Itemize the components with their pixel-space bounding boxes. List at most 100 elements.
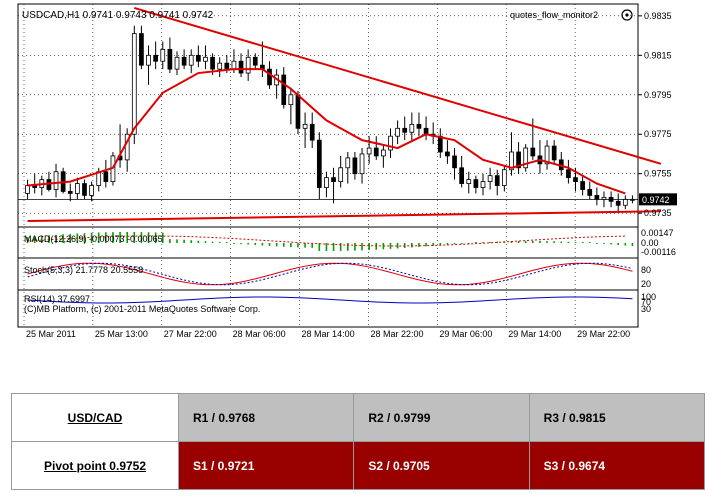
macd-bar	[482, 242, 484, 243]
macd-bar	[339, 243, 342, 251]
macd-bar	[389, 243, 392, 249]
candle-body	[373, 147, 379, 157]
indicator-tick-label: 0.00	[641, 238, 659, 248]
candle-body	[487, 175, 493, 182]
candle-body	[615, 200, 621, 206]
candle-body	[267, 68, 272, 86]
candle-body	[203, 56, 208, 62]
rsi-label: RSI(14) 37.6997	[24, 294, 90, 304]
candle-body	[402, 127, 408, 133]
candle-body	[459, 167, 465, 184]
pivot-cell: Pivot point 0.9752	[11, 441, 179, 490]
macd-bar	[411, 243, 413, 248]
macd-bar	[318, 243, 321, 251]
candle-body	[25, 185, 30, 194]
macd-bar	[268, 243, 271, 246]
candle-body	[195, 54, 201, 62]
support-row: Pivot point 0.9752 S1 / 0.9721 S2 / 0.97…	[11, 441, 706, 490]
macd-bar	[290, 243, 292, 248]
macd-bar	[588, 242, 591, 243]
candle-body	[153, 54, 159, 62]
candle-body	[523, 147, 529, 169]
macd-bar	[33, 236, 36, 243]
candle-body	[594, 195, 600, 200]
resistance-row: USD/CAD R1 / 0.9768 R2 / 0.9799 R3 / 0.9…	[11, 393, 706, 442]
macd-bar	[97, 232, 100, 243]
macd-bar	[631, 243, 634, 247]
candle-body	[245, 56, 251, 74]
price-chart: 0.9742 0.9835 0.9815 0.9795 0.9775 0.9755 0.9…	[17, 3, 677, 339]
macd-bar	[510, 241, 513, 243]
candle-body	[544, 145, 550, 165]
chart-header: USDCAD,H1 0.9741 0.9743 0.9741 0.9742	[22, 10, 214, 21]
macd-bar	[62, 234, 64, 243]
indicator-panels	[26, 232, 634, 304]
macd-bar	[304, 243, 306, 248]
s3-cell: S3 / 0.9674	[528, 441, 706, 490]
candle-body	[188, 54, 194, 66]
macd-bar	[603, 243, 605, 244]
macd-bar	[524, 241, 527, 243]
indicator-tick-label: 80	[641, 265, 651, 275]
macd-bar	[624, 243, 627, 246]
macd-bar	[532, 241, 534, 243]
macd-bar	[69, 233, 72, 243]
candle-body	[139, 33, 144, 66]
candle-body	[295, 94, 301, 129]
macd-bar	[610, 243, 612, 245]
time-tick-label: 29 Mar 14:00	[508, 329, 561, 339]
macd-bar	[275, 243, 278, 247]
macd-bar	[226, 242, 228, 243]
macd-bar	[190, 240, 193, 243]
macd-bar	[432, 243, 434, 246]
candle-body	[67, 191, 73, 194]
candle-body	[252, 56, 258, 66]
candle-body	[566, 169, 571, 179]
macd-bar	[133, 232, 136, 243]
macd-bar	[418, 243, 420, 247]
candle-body	[288, 94, 294, 106]
macd-bar	[105, 232, 107, 243]
candle-body	[352, 157, 358, 175]
candle-body	[224, 62, 230, 70]
candle-body	[281, 74, 287, 106]
macd-bar	[112, 232, 114, 243]
r2-cell: R2 / 0.9799	[353, 393, 530, 442]
macd-bar	[161, 232, 164, 243]
macd-bar	[361, 243, 363, 251]
macd-bar	[126, 232, 128, 243]
candle-body	[501, 169, 507, 186]
candle-body	[345, 157, 351, 169]
macd-bar	[425, 243, 427, 247]
time-tick-label: 28 Mar 22:00	[370, 329, 423, 339]
macd-bar	[90, 232, 93, 243]
macd-bar	[261, 243, 264, 246]
stoch-label: Stoch(5,3,3) 21.7778 20.5558	[24, 265, 143, 275]
candle-body	[416, 123, 422, 129]
candle-body	[309, 123, 315, 141]
macd-bar	[240, 243, 242, 244]
macd-bar	[346, 243, 349, 251]
candle-body	[174, 56, 180, 70]
macd-bar	[396, 243, 399, 249]
macd-bar	[40, 235, 43, 243]
macd-bar	[169, 239, 171, 243]
macd-bar	[233, 243, 235, 244]
stoch-main-line	[27, 262, 633, 286]
macd-bar	[375, 243, 378, 250]
candle-body	[359, 153, 365, 175]
macd-bar	[218, 242, 221, 243]
candle-body	[381, 149, 386, 157]
macd-bar	[332, 243, 335, 251]
macd-bar	[211, 241, 214, 243]
candle-body	[210, 56, 215, 70]
candles	[25, 25, 635, 212]
candle-body	[338, 167, 344, 182]
r1-cell: R1 / 0.9768	[177, 393, 355, 442]
candle-body	[146, 54, 151, 66]
gear-icon[interactable]	[621, 9, 633, 21]
candle-body	[131, 33, 137, 135]
macd-bar	[539, 241, 541, 243]
macd-bar	[475, 242, 477, 243]
pivot-label: Pivot point 0.9752	[43, 458, 147, 473]
